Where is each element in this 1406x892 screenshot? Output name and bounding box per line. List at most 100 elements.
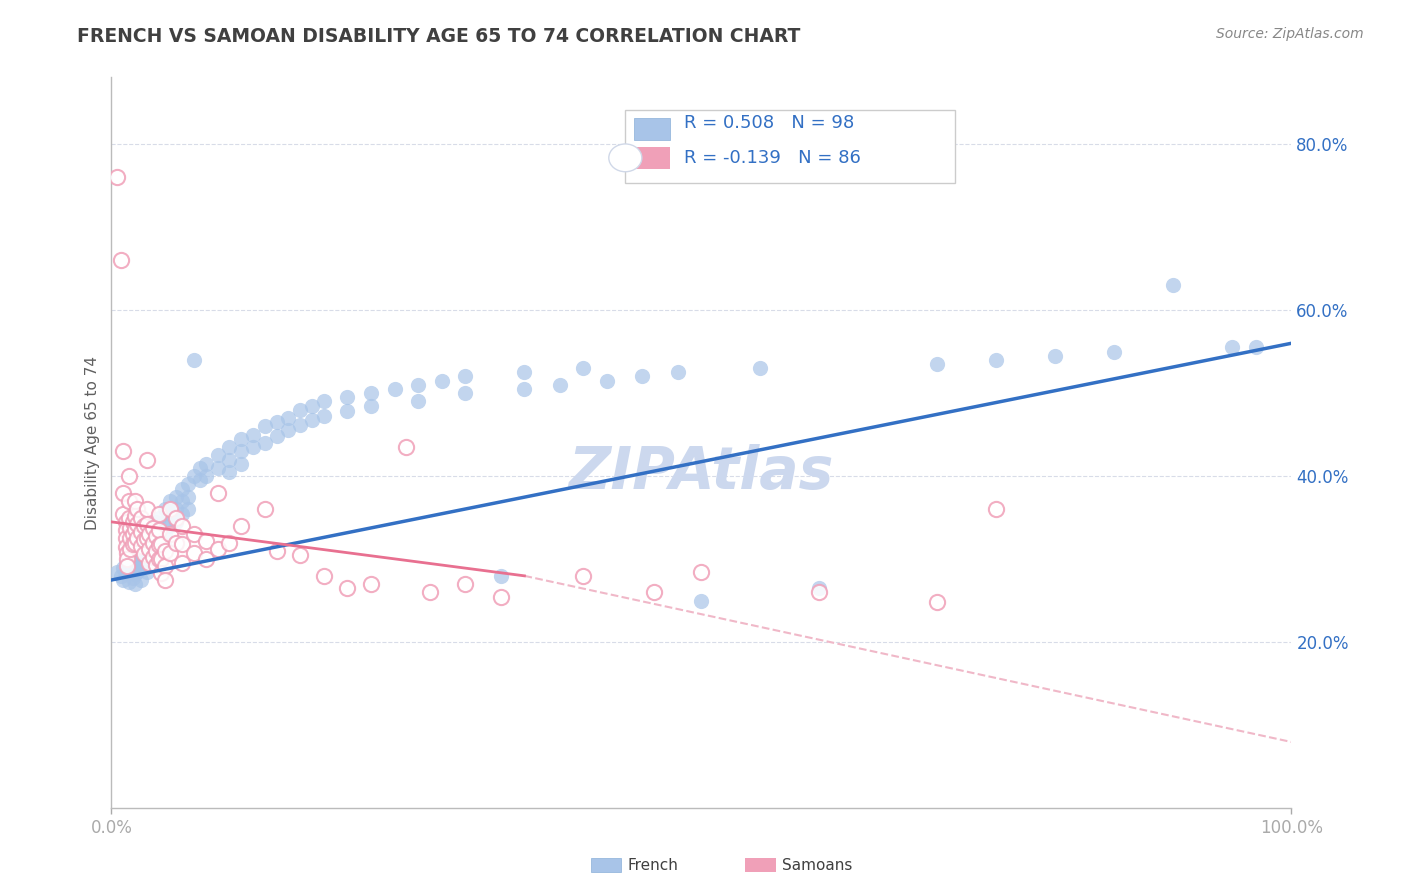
Point xyxy=(112,560,135,574)
Point xyxy=(430,374,453,388)
Point xyxy=(360,399,382,413)
Point xyxy=(406,394,429,409)
Point xyxy=(114,557,136,571)
Point xyxy=(207,542,229,557)
Point xyxy=(177,502,200,516)
Point xyxy=(489,569,512,583)
Point xyxy=(419,585,441,599)
Point xyxy=(172,494,194,508)
Point xyxy=(159,502,181,516)
Point xyxy=(194,469,217,483)
Point xyxy=(153,540,176,554)
Point xyxy=(183,352,205,367)
Point xyxy=(188,473,211,487)
Point xyxy=(124,557,146,571)
Point xyxy=(207,485,229,500)
Point xyxy=(134,557,156,571)
Point xyxy=(177,490,200,504)
Point xyxy=(145,544,167,558)
Point xyxy=(115,545,138,559)
Point xyxy=(148,523,170,537)
Point xyxy=(172,482,194,496)
Point xyxy=(112,444,135,458)
Point xyxy=(115,558,138,573)
Text: ZIPAtlas: ZIPAtlas xyxy=(569,443,834,500)
Point xyxy=(312,394,335,409)
Point xyxy=(172,537,194,551)
Point xyxy=(312,409,335,423)
Point xyxy=(124,567,146,582)
Point xyxy=(124,522,146,536)
Point xyxy=(290,417,312,432)
Point xyxy=(121,548,143,562)
Point xyxy=(572,361,595,376)
Point xyxy=(218,452,240,467)
Point xyxy=(153,515,176,529)
Point xyxy=(148,510,170,524)
Point xyxy=(145,527,167,541)
Point xyxy=(135,452,157,467)
Point xyxy=(139,523,162,537)
Point xyxy=(129,560,152,574)
Point xyxy=(134,532,156,546)
Point xyxy=(145,558,167,572)
Point xyxy=(153,573,176,587)
Point xyxy=(290,548,312,562)
Point xyxy=(148,538,170,552)
Point xyxy=(253,419,276,434)
Point xyxy=(121,560,143,574)
Point xyxy=(114,565,136,579)
Point xyxy=(253,502,276,516)
Point xyxy=(124,535,146,549)
Point xyxy=(277,424,299,438)
Point xyxy=(124,577,146,591)
Point xyxy=(231,457,253,471)
Point xyxy=(231,444,253,458)
Point xyxy=(142,535,165,549)
Point xyxy=(690,565,713,579)
Point xyxy=(105,170,128,185)
Point xyxy=(183,545,205,559)
Point xyxy=(194,552,217,566)
Point xyxy=(159,507,181,521)
Point xyxy=(129,535,152,549)
Point xyxy=(406,377,429,392)
Point xyxy=(153,544,176,558)
Point xyxy=(395,440,418,454)
Point xyxy=(127,565,149,579)
Point xyxy=(172,507,194,521)
Point xyxy=(1244,340,1267,354)
Point xyxy=(135,527,157,541)
Point xyxy=(134,519,156,533)
Point xyxy=(135,532,157,546)
Point xyxy=(149,537,172,551)
Point xyxy=(138,542,160,557)
Text: R = 0.508   N = 98: R = 0.508 N = 98 xyxy=(683,114,853,133)
Point xyxy=(165,510,187,524)
Point xyxy=(148,535,170,549)
Point xyxy=(142,549,165,564)
Point xyxy=(149,566,172,581)
Point xyxy=(384,382,406,396)
Point xyxy=(266,544,288,558)
Point xyxy=(927,357,949,371)
Text: French: French xyxy=(627,858,678,872)
Point xyxy=(172,519,194,533)
Point xyxy=(336,582,359,596)
Point xyxy=(112,485,135,500)
Point xyxy=(118,575,141,590)
Point xyxy=(159,494,181,508)
Point xyxy=(134,544,156,558)
Point xyxy=(138,557,160,571)
Point xyxy=(986,352,1008,367)
Point xyxy=(127,540,149,554)
Point xyxy=(808,582,831,596)
Point xyxy=(118,494,141,508)
Y-axis label: Disability Age 65 to 74: Disability Age 65 to 74 xyxy=(86,356,100,530)
Point xyxy=(120,542,142,557)
Point xyxy=(183,469,205,483)
Point xyxy=(360,577,382,591)
Point xyxy=(218,535,240,549)
Point xyxy=(1222,340,1244,354)
Point xyxy=(129,510,152,524)
